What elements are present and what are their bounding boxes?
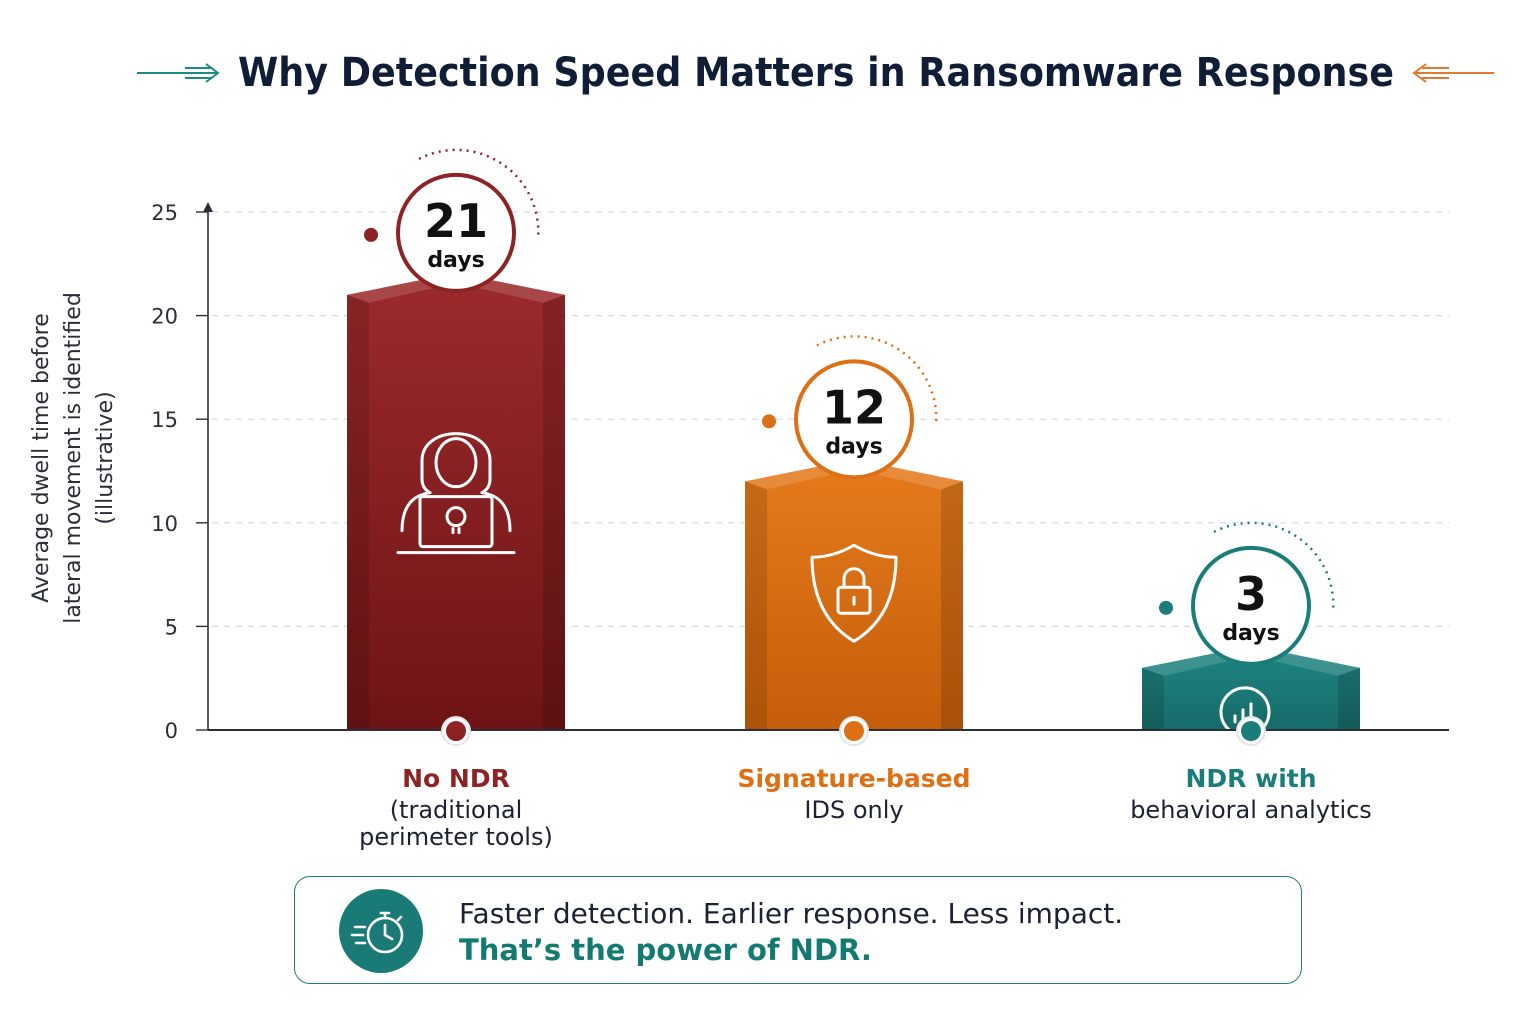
y-axis-label-line-1: Average dwell time before: [29, 313, 54, 603]
shield-lock-icon: [810, 543, 898, 643]
y-axis-label-line-3: (illustrative): [93, 391, 118, 524]
y-tick-label: 5: [165, 615, 178, 639]
bar-bevel: [347, 272, 565, 303]
bar-2: [745, 459, 963, 730]
axis-marker-dot: [1241, 721, 1261, 741]
y-tick-label: 15: [151, 408, 178, 432]
hacker-laptop-icon: [396, 432, 516, 555]
category-label-title: No NDR: [402, 764, 510, 793]
axes: [203, 202, 213, 730]
bar-facet-right: [543, 294, 565, 730]
badge-circle: [396, 172, 516, 293]
bar-facet-right: [941, 481, 963, 730]
value-label: 21: [424, 194, 488, 248]
category-label-title: NDR with: [1185, 764, 1316, 793]
y-tick-label: 10: [151, 512, 178, 536]
banner-headline: Faster detection. Earlier response. Less…: [459, 897, 1124, 930]
value-unit-label: days: [427, 248, 484, 273]
y-tick-labels: 0 5 10 15 20 25: [151, 201, 208, 743]
category-label-subtitle-2: perimeter tools): [359, 823, 553, 851]
value-label: 12: [822, 380, 886, 434]
category-label-subtitle: (traditional: [390, 796, 523, 824]
badge-dot: [762, 414, 776, 429]
banner-tagline: That’s the power of NDR.: [459, 933, 872, 967]
title-arrow-left-icon: [137, 63, 220, 83]
y-tick-label: 0: [165, 719, 178, 743]
axis-marker-dot: [844, 721, 864, 741]
y-tick-label: 25: [151, 201, 178, 225]
bar-facet-right: [1338, 667, 1360, 730]
bar-3: [1142, 645, 1360, 751]
category-label-title: Signature-based: [737, 764, 970, 793]
stopwatch-icon: [339, 889, 423, 973]
y-axis-label-line-2: lateral movement is identified: [61, 292, 86, 624]
bar-body: [347, 272, 565, 730]
bar-body: [745, 459, 963, 730]
y-axis-label: Average dwell time before lateral moveme…: [29, 292, 118, 624]
bar-1: [347, 272, 565, 730]
y-tick-label: 20: [151, 305, 178, 329]
badge-dot: [364, 227, 378, 242]
chart-title: Why Detection Speed Matters in Ransomwar…: [238, 50, 1394, 96]
value-unit-label: days: [825, 434, 882, 459]
category-markers: [441, 716, 1266, 746]
title-arrow-right-icon: [1412, 63, 1494, 83]
bar-facet-left: [745, 481, 767, 730]
bar-bevel: [1142, 645, 1360, 676]
bar-facet-left: [1142, 667, 1164, 730]
axis-marker-dot: [446, 721, 466, 741]
value-label: 3: [1235, 567, 1267, 621]
badge-dot: [1159, 600, 1173, 615]
value-unit-label: days: [1222, 621, 1279, 646]
category-label-subtitle: IDS only: [804, 796, 903, 824]
bar-facet-left: [347, 294, 369, 730]
y-axis-arrow-icon: [203, 202, 213, 212]
category-label-subtitle: behavioral analytics: [1130, 796, 1372, 824]
bar-bevel: [745, 459, 963, 490]
badge-circle: [1191, 545, 1311, 666]
summary-banner: Faster detection. Earlier response. Less…: [294, 876, 1302, 984]
badge-circle: [794, 359, 914, 480]
